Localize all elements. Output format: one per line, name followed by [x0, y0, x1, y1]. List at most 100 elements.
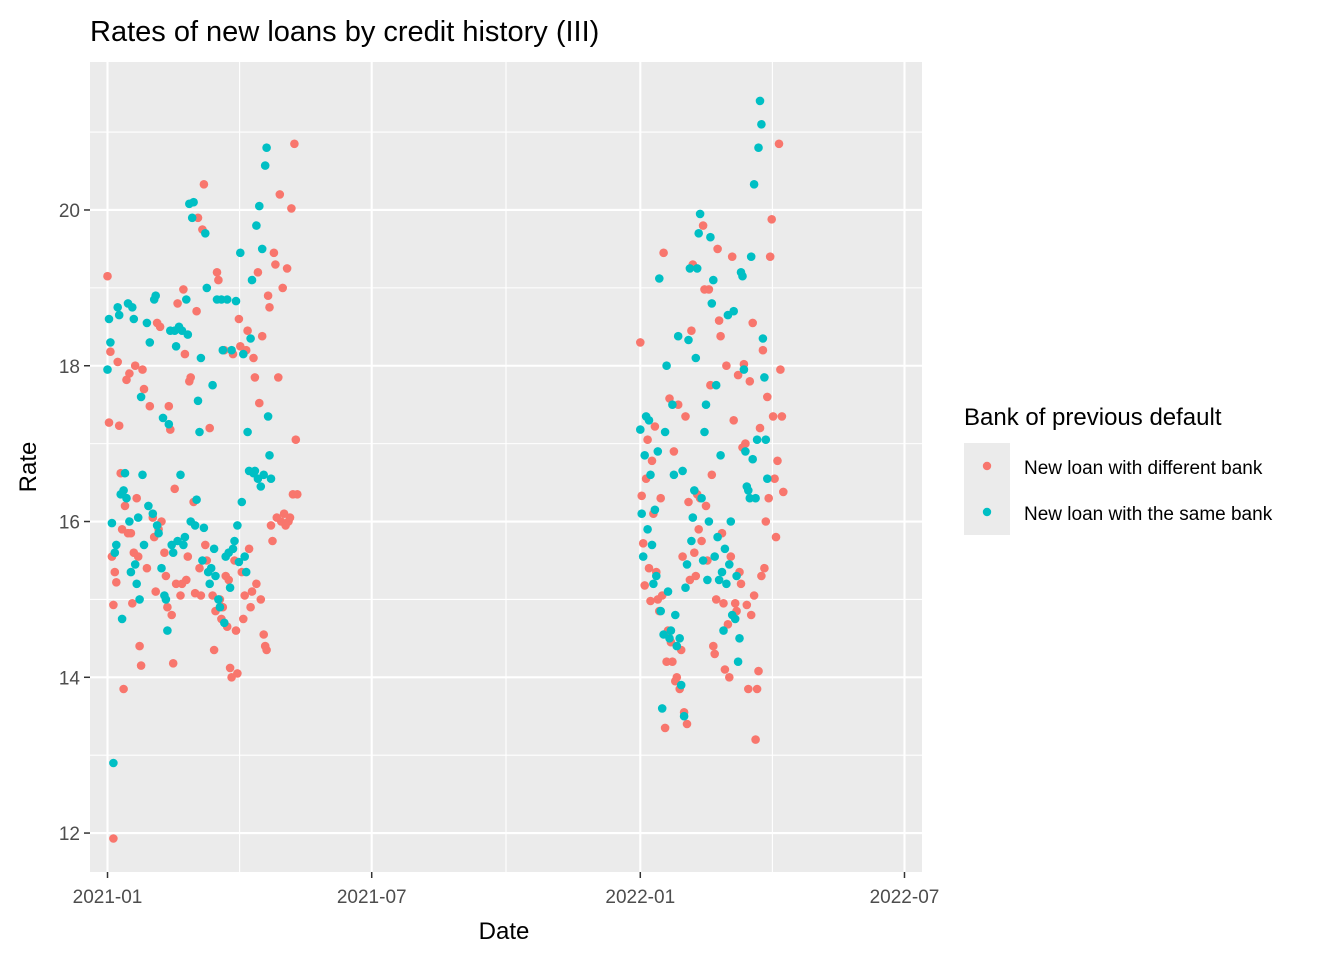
data-point	[694, 525, 703, 534]
data-point	[703, 575, 712, 585]
data-point	[707, 470, 717, 480]
data-point	[246, 334, 255, 343]
data-point	[704, 285, 714, 294]
data-point	[112, 540, 121, 550]
data-point	[709, 275, 718, 285]
data-point	[176, 470, 185, 480]
data-point	[158, 413, 168, 423]
data-point	[117, 614, 127, 624]
data-point	[684, 335, 693, 345]
data-point	[252, 221, 261, 230]
data-point	[225, 663, 235, 673]
data-point	[669, 470, 679, 480]
data-point	[240, 552, 249, 561]
data-point	[755, 423, 765, 433]
data-point	[180, 532, 190, 542]
data-point	[139, 384, 149, 394]
data-point	[732, 571, 741, 581]
data-point	[250, 373, 260, 382]
data-point	[125, 517, 134, 526]
data-point	[748, 454, 757, 464]
data-point	[709, 641, 718, 651]
data-point	[698, 221, 708, 230]
y-tick-label: 18	[59, 357, 80, 378]
data-point	[119, 486, 128, 495]
data-point	[727, 252, 737, 261]
data-point	[136, 661, 146, 670]
data-point	[161, 571, 171, 581]
data-point	[110, 567, 120, 577]
data-point	[660, 427, 670, 437]
data-point	[109, 834, 118, 843]
x-tick-label: 2021-01	[73, 887, 143, 908]
data-point	[738, 271, 747, 281]
chart-title: Rates of new loans by credit history (II…	[90, 16, 599, 48]
data-point	[706, 232, 715, 242]
data-point	[765, 252, 775, 261]
data-point	[719, 599, 728, 608]
data-point	[678, 466, 687, 476]
data-point	[760, 563, 769, 573]
data-point	[241, 567, 251, 577]
data-point	[234, 557, 244, 567]
data-point	[754, 666, 763, 676]
data-point	[253, 268, 263, 277]
data-point	[710, 552, 719, 561]
data-point	[682, 719, 692, 729]
data-point	[263, 291, 273, 301]
data-point	[222, 295, 232, 304]
data-point	[196, 353, 206, 363]
data-point	[701, 501, 711, 511]
data-point	[168, 659, 178, 668]
data-point	[155, 322, 165, 332]
data-point	[643, 435, 652, 445]
data-point	[214, 595, 223, 604]
data-point	[231, 296, 241, 306]
data-point	[659, 248, 668, 258]
data-point	[672, 673, 682, 682]
data-point	[126, 528, 136, 538]
data-point	[697, 536, 706, 546]
x-tick-label: 2022-07	[870, 887, 940, 908]
data-point	[640, 581, 649, 590]
data-point	[274, 373, 283, 382]
data-point	[636, 425, 645, 434]
data-point	[761, 435, 771, 445]
data-point	[655, 274, 664, 283]
data-point	[691, 571, 701, 581]
data-point	[668, 400, 677, 410]
data-point	[110, 548, 120, 557]
data-point	[266, 521, 276, 530]
data-point	[243, 326, 252, 336]
data-point	[106, 338, 115, 347]
data-point	[183, 552, 193, 561]
data-point	[262, 143, 271, 152]
data-point	[646, 596, 655, 606]
data-point	[672, 641, 682, 651]
data-point	[741, 447, 750, 456]
data-point	[749, 180, 759, 189]
data-point	[161, 595, 171, 604]
data-point	[201, 540, 210, 550]
data-point	[717, 567, 727, 577]
data-point	[239, 614, 248, 624]
data-point	[745, 377, 755, 386]
y-axis-ticks: 12 14 16 18 20	[59, 201, 90, 845]
data-point	[722, 361, 731, 371]
data-point	[665, 634, 674, 643]
data-point	[247, 587, 257, 596]
legend-title: Bank of previous default	[964, 404, 1222, 431]
data-point	[681, 583, 690, 592]
data-point	[195, 427, 204, 437]
major-gridlines	[90, 62, 922, 872]
data-point	[214, 275, 223, 285]
data-point	[692, 264, 702, 273]
data-point	[688, 513, 698, 522]
data-point	[755, 96, 765, 106]
data-point	[234, 314, 244, 324]
data-point	[754, 143, 763, 152]
data-point	[742, 600, 752, 610]
data-point	[671, 610, 680, 620]
data-point	[666, 626, 676, 635]
data-point	[752, 435, 762, 445]
